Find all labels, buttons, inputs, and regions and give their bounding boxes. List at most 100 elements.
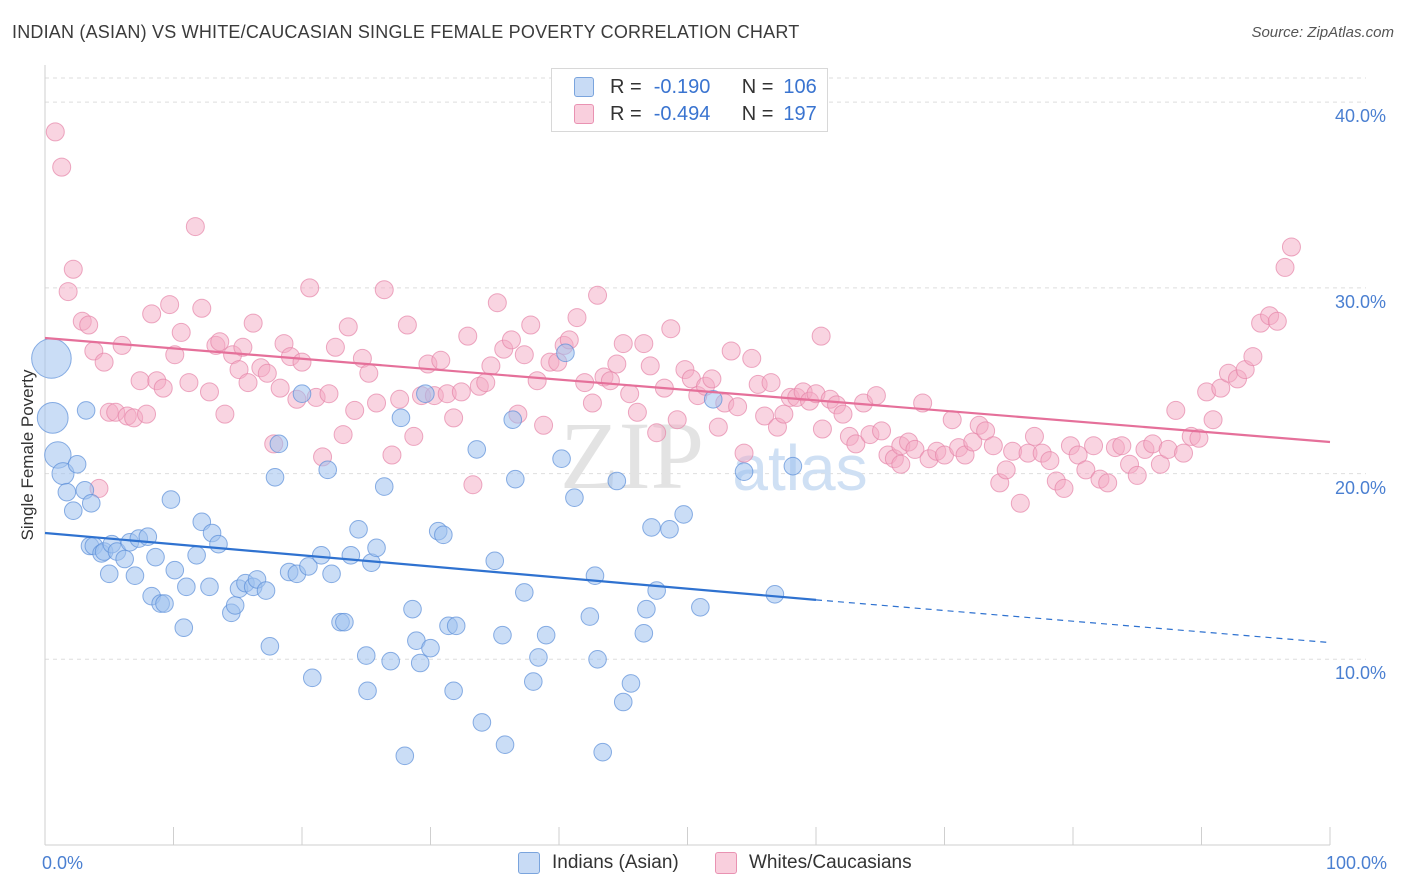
data-point-whites <box>1243 347 1263 367</box>
data-point-whites <box>501 330 521 350</box>
data-point-indians <box>155 594 174 613</box>
data-point-indians <box>341 545 361 565</box>
data-point-whites <box>702 369 722 389</box>
data-point-indians <box>434 525 453 545</box>
data-point-whites <box>811 326 831 346</box>
data-point-indians <box>556 343 575 363</box>
data-point-indians <box>302 668 322 688</box>
data-point-whites <box>1010 493 1030 513</box>
data-point-indians <box>318 460 338 480</box>
data-point-whites <box>1076 460 1096 480</box>
data-point-whites <box>463 475 483 495</box>
data-point-indians <box>495 735 515 755</box>
data-point-indians <box>391 408 411 428</box>
data-point-whites <box>872 421 892 441</box>
data-point-whites <box>142 304 162 324</box>
data-point-indians <box>410 653 430 673</box>
data-point-whites <box>345 400 365 420</box>
data-point-whites <box>728 397 748 417</box>
data-point-whites <box>588 285 608 305</box>
data-point-indians <box>269 434 289 454</box>
trend-lines <box>44 336 1331 644</box>
correlation-legend: R = -0.190 N = 106 R = -0.494 N = 197 <box>551 68 828 132</box>
data-point-whites <box>661 319 681 339</box>
data-point-indians <box>299 557 318 576</box>
y-tick-label: 20.0% <box>1335 477 1387 498</box>
y-tick-label: 40.0% <box>1335 106 1387 127</box>
data-point-indians <box>565 488 584 508</box>
source-label: Source: ZipAtlas.com <box>1251 24 1394 41</box>
data-point-indians <box>63 501 83 521</box>
data-point-whites <box>905 439 925 459</box>
legend-swatch-blue <box>518 852 540 874</box>
legend-label-whites: Whites/Caucasians <box>749 852 912 873</box>
data-point-whites <box>514 345 534 365</box>
data-point-indians <box>322 564 341 584</box>
data-point-whites <box>179 373 199 393</box>
data-point-whites <box>390 389 410 409</box>
data-point-whites <box>1211 378 1231 398</box>
data-point-indians <box>335 612 354 632</box>
data-point-indians <box>187 545 206 565</box>
data-point-indians <box>515 583 534 602</box>
data-point-indians <box>146 547 165 567</box>
data-point-indians <box>621 674 641 693</box>
data-point-indians <box>367 538 386 558</box>
legend-r-value: -0.190 <box>653 75 711 98</box>
data-point-whites <box>1098 473 1118 493</box>
data-point-whites <box>451 382 471 402</box>
data-point-whites <box>444 408 464 428</box>
series-legend: Indians (Asian) Whites/Caucasians <box>0 852 1406 878</box>
data-point-whites <box>1068 445 1088 465</box>
data-point-indians <box>674 505 693 524</box>
data-point-indians <box>349 519 368 539</box>
data-point-indians <box>588 649 607 669</box>
series-indians-asian <box>31 338 803 766</box>
data-point-whites <box>243 313 263 333</box>
data-point-whites <box>521 315 541 335</box>
data-point-whites <box>45 122 65 142</box>
data-point-whites <box>487 293 507 313</box>
data-point-indians <box>580 607 600 626</box>
data-point-whites <box>130 371 150 391</box>
data-point-indians <box>524 672 543 691</box>
legend-n-value: 106 <box>783 75 817 98</box>
data-point-whites <box>210 332 230 352</box>
data-point-indians <box>57 482 77 502</box>
data-point-whites <box>215 404 235 424</box>
data-point-whites <box>527 371 547 391</box>
legend-r-label: R = <box>610 75 642 98</box>
data-point-whites <box>367 393 387 413</box>
trend-line-whites <box>44 336 1331 444</box>
data-point-indians <box>99 564 119 584</box>
data-point-whites <box>63 259 83 279</box>
legend-n-label: N = <box>741 75 774 98</box>
data-point-whites <box>300 278 320 298</box>
data-point-indians <box>374 477 394 496</box>
trend-line-indians <box>44 531 817 601</box>
data-point-whites <box>755 406 775 426</box>
legend-row-indians: R = -0.190 N = 106 <box>574 74 817 100</box>
data-point-whites <box>397 315 417 335</box>
data-point-whites <box>942 410 962 430</box>
data-point-indians <box>165 560 185 580</box>
data-point-whites <box>812 419 832 439</box>
data-point-whites <box>192 298 212 318</box>
data-point-whites <box>761 373 781 393</box>
data-point-indians <box>177 577 196 597</box>
chart-title: INDIAN (ASIAN) VS WHITE/CAUCASIAN SINGLE… <box>12 22 800 42</box>
data-point-indians <box>292 384 312 404</box>
data-point-whites <box>153 378 173 398</box>
data-point-indians <box>529 648 548 667</box>
data-point-indians <box>613 692 633 712</box>
data-point-whites <box>1267 311 1287 331</box>
data-point-indians <box>356 646 376 665</box>
data-point-indians <box>125 566 145 586</box>
data-point-whites <box>325 337 345 357</box>
data-point-whites <box>333 425 353 445</box>
data-point-whites <box>1189 428 1209 448</box>
data-point-indians <box>174 618 194 638</box>
data-point-indians <box>265 467 285 487</box>
data-point-whites <box>137 404 157 424</box>
data-point-whites <box>185 217 205 237</box>
